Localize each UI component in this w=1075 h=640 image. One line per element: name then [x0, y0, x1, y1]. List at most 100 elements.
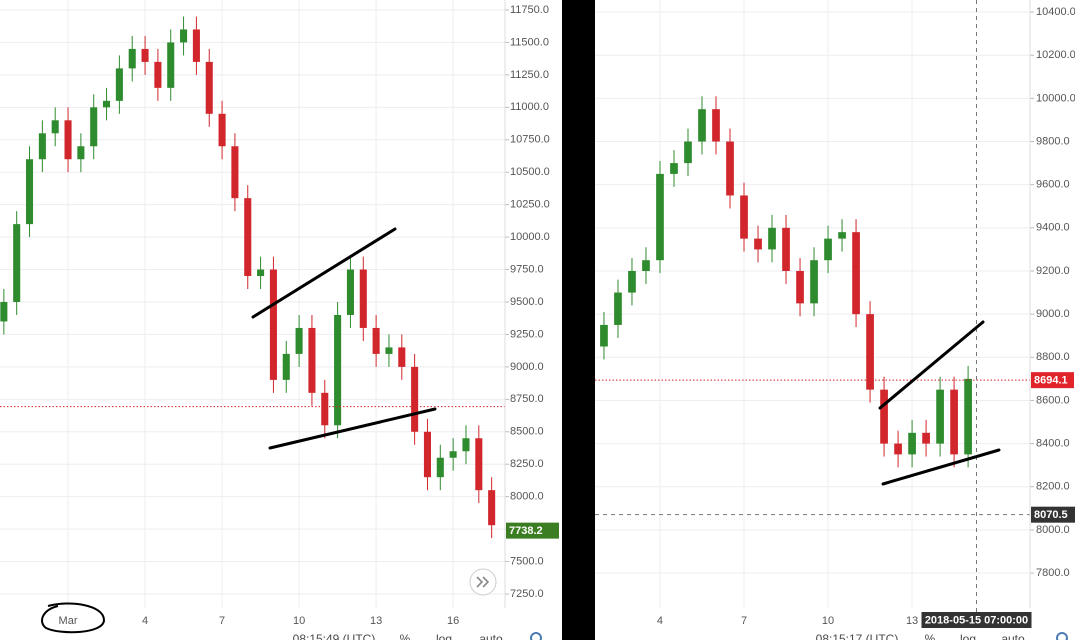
y-tick-label: 9250.0	[510, 328, 544, 340]
marks-layer	[0, 0, 1030, 612]
price-label: 7738.2	[509, 525, 543, 537]
candle-body	[908, 432, 916, 455]
candle-body	[462, 438, 470, 452]
candle-body	[614, 292, 622, 325]
candle-body	[740, 195, 748, 239]
candle-body	[411, 366, 419, 432]
candle-body	[796, 270, 804, 304]
candle-body	[684, 141, 692, 164]
trend-line	[881, 448, 1001, 486]
gear-icon[interactable]	[530, 632, 542, 640]
candle-body	[141, 48, 149, 62]
x-tick-label: Mar	[59, 615, 78, 627]
crosshair-date-box	[921, 612, 1032, 628]
candle-body	[922, 432, 930, 444]
x-tick-label: 4	[142, 615, 148, 627]
candle-body	[231, 146, 239, 199]
grid-layer	[0, 0, 1034, 608]
candle-body	[64, 120, 72, 160]
y-tick-label: 8400.0	[1036, 438, 1070, 450]
trend-line	[251, 227, 397, 319]
x-tick-label: 13	[906, 615, 918, 627]
clock: 08:15:49 (UTC)	[293, 632, 376, 640]
y-tick-label: 10400.0	[1036, 6, 1075, 18]
candle-body	[0, 301, 8, 322]
y-tick-label: 9000.0	[1036, 308, 1070, 320]
trend-line	[268, 407, 437, 450]
crosshair-date-label: 2018-05-15 07:00:00	[925, 614, 1028, 626]
candle-body	[670, 163, 678, 174]
candle-body	[810, 260, 818, 304]
toolbar-button[interactable]: log	[436, 632, 452, 640]
toolbar-button[interactable]: log	[960, 632, 976, 640]
candle-body	[824, 238, 832, 261]
candle-body	[423, 431, 431, 478]
candle-body	[321, 392, 329, 426]
candle-body	[90, 107, 98, 147]
x-tick-label: 7	[741, 615, 747, 627]
candle-body	[77, 146, 85, 160]
candle-body	[128, 48, 136, 69]
candle-body	[385, 347, 393, 354]
candle-body	[712, 109, 720, 142]
price-label-box	[1031, 372, 1074, 389]
candle-body	[205, 61, 213, 114]
gear-icon[interactable]	[1056, 632, 1068, 640]
candle-body	[642, 260, 650, 271]
divider	[562, 0, 595, 640]
candle-body	[51, 120, 59, 134]
candle-body	[880, 389, 888, 444]
y-tick-label: 9800.0	[1036, 135, 1070, 147]
candle-body	[346, 269, 354, 315]
candle-body	[768, 227, 776, 250]
y-tick-label: 8500.0	[510, 426, 544, 438]
candle-body	[726, 141, 734, 196]
hand-drawn-circle	[41, 602, 106, 634]
settings-icons[interactable]	[530, 632, 1068, 640]
candle-body	[436, 457, 444, 478]
candle-body	[192, 29, 200, 62]
candle-body	[103, 100, 111, 108]
y-tick-label: 8750.0	[510, 393, 544, 405]
candle-body	[852, 232, 860, 315]
scroll-button[interactable]	[469, 568, 497, 596]
y-tick-label: 9200.0	[1036, 265, 1070, 277]
candle-body	[282, 353, 290, 380]
candle-body	[257, 269, 265, 277]
candle-body	[600, 324, 608, 347]
y-tick-label: 10500.0	[510, 166, 550, 178]
y-tick-label: 8000.0	[1036, 524, 1070, 536]
candle-body	[782, 227, 790, 271]
price-label: 8694.1	[1034, 375, 1068, 387]
toolbar-button[interactable]: %	[925, 632, 936, 640]
candle-body	[372, 327, 380, 354]
y-tick-label: 8200.0	[1036, 481, 1070, 493]
toolbar-button[interactable]: auto	[479, 632, 503, 640]
candle-body	[964, 378, 972, 455]
x-tick-label: 7	[219, 615, 225, 627]
candle-body	[838, 232, 846, 239]
y-tick-label: 8250.0	[510, 458, 544, 470]
y-tick-label: 11500.0	[510, 36, 549, 48]
y-tick-label: 9600.0	[1036, 179, 1070, 191]
candle-body	[894, 443, 902, 455]
y-tick-label: 11750.0	[510, 4, 549, 16]
scroll-icon	[476, 576, 490, 588]
y-tick-label: 10200.0	[1036, 49, 1075, 61]
candle-body	[334, 314, 342, 426]
candle-body	[754, 238, 762, 250]
toolbar-button[interactable]: auto	[1001, 632, 1025, 640]
toolbar-button[interactable]: %	[400, 632, 411, 640]
candle-body	[13, 224, 21, 302]
trend-line	[878, 320, 985, 410]
crosshair-price-box	[1031, 506, 1075, 523]
candle-body	[244, 198, 252, 277]
y-tick-label: 11000.0	[510, 101, 549, 113]
candle-body	[38, 133, 46, 160]
y-tick-label: 9500.0	[510, 296, 544, 308]
candle-body	[950, 389, 958, 455]
candle-body	[167, 42, 175, 88]
y-tick-label: 9000.0	[510, 361, 544, 373]
x-tick-label: 10	[293, 615, 305, 627]
